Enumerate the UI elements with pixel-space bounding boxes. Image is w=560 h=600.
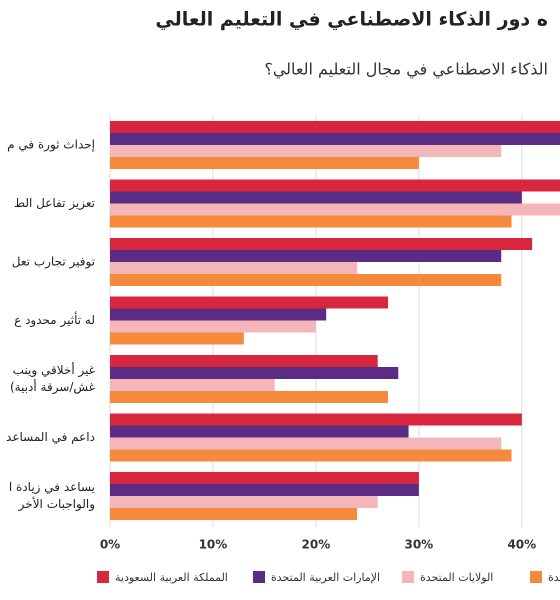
bar <box>110 179 560 192</box>
bar <box>110 274 502 286</box>
legend-label: الولايات المتحدة <box>420 571 493 584</box>
bar <box>110 496 378 508</box>
bar <box>110 425 409 438</box>
legend-swatch <box>402 571 414 583</box>
category-label: إحداث ثورة في م <box>7 138 95 153</box>
bar <box>110 484 419 496</box>
legend-label: المملكة العربية السعودية <box>115 571 228 584</box>
legend-swatch <box>253 571 265 583</box>
category-label: (غش/سرقة أدبية <box>10 379 95 395</box>
chart-subtitle: الذكاء الاصطناعي في مجال التعليم العالي؟ <box>264 60 548 80</box>
bar <box>110 413 522 426</box>
x-tick-label: 0% <box>100 538 120 552</box>
category-label: توفير تجارب تعل <box>12 255 95 270</box>
chart-title: ه دور الذكاء الاصطناعي في التعليم العالي <box>155 9 548 31</box>
category-label: غير أخلاقي وينب <box>13 362 95 378</box>
legend-swatch <box>530 571 542 583</box>
category-label: داعم في المساعد <box>6 430 95 444</box>
bar <box>110 203 560 216</box>
legend-label: الإمارات العربية المتحدة <box>271 571 380 584</box>
bar <box>110 320 316 333</box>
bar <box>110 508 358 520</box>
bar <box>110 449 512 462</box>
category-label: له تأثير محدود ع <box>14 311 95 328</box>
bar <box>110 215 512 228</box>
bar <box>110 308 327 321</box>
x-tick-label: 30% <box>404 538 433 552</box>
bar <box>110 379 275 391</box>
category-label: تعزيز تفاعل الط <box>14 196 95 211</box>
category-label: والواجبات الأخر <box>18 496 95 512</box>
bar <box>110 355 378 367</box>
bar <box>110 157 419 169</box>
bar <box>110 133 560 145</box>
bar <box>110 391 388 403</box>
legend-swatch <box>97 571 109 583</box>
bar <box>110 145 502 157</box>
category-label: يساعد في زيادة ا <box>9 480 95 495</box>
x-tick-label: 20% <box>302 538 331 552</box>
bar <box>110 191 522 204</box>
bar <box>110 332 244 345</box>
x-tick-label: 40% <box>507 538 536 552</box>
bar <box>110 250 502 262</box>
bar <box>110 472 419 484</box>
bar <box>110 238 533 250</box>
legend-label: المملكة المتحدة <box>548 571 560 584</box>
bar <box>110 296 388 309</box>
bar <box>110 437 502 450</box>
bar <box>110 367 399 379</box>
bar <box>110 262 358 274</box>
bar <box>110 121 560 133</box>
x-tick-label: 10% <box>199 538 228 552</box>
